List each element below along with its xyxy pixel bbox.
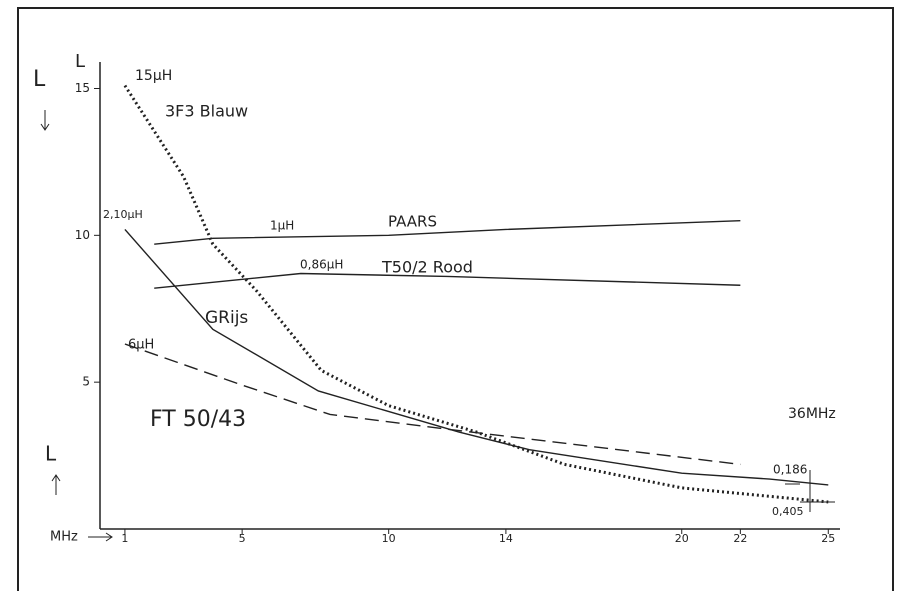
annotation: L [33,67,46,92]
series-label: 3F3 Blauw [165,102,248,121]
series-line [154,221,740,244]
y-tick-label: 15 [75,81,90,95]
annotation: 0,405 [772,505,804,518]
series-label: GRijs [205,308,248,328]
annotation: 36MHz [788,406,836,422]
annotation: 0,186 [773,463,807,477]
series-label: T50/2 Rood [381,258,473,277]
x-tick-label: 25 [821,532,835,545]
x-tick-label: 22 [733,532,747,545]
down-arrow [41,110,49,130]
y-axis-label: L [75,51,85,72]
series-label: PAARS [388,213,437,231]
annotation: 15µH [135,68,172,84]
y-tick-label: 10 [75,228,90,242]
frame [18,8,893,591]
x-axis-label: MHz [50,530,78,545]
annotation: L [45,442,57,466]
x-arrow [88,533,112,541]
x-tick-label: 10 [382,532,396,545]
x-tick-label: 1 [121,532,128,545]
annotation: 6µH [128,338,154,353]
series-line [125,229,828,484]
x-tick-label: 20 [675,532,689,545]
x-tick-label: 14 [499,532,513,545]
annotation: 1µH [270,219,294,233]
up-arrow [52,475,60,495]
series-line [125,86,828,502]
annotation: 2,10µH [103,208,143,221]
y-tick-label: 5 [82,375,90,389]
series-line [125,344,740,464]
series-label: FT 50/43 [150,407,246,432]
chart: L MHz 510151510142022253F3 BlauwPAARST50… [0,0,905,591]
annotation: 0,86µH [300,258,343,272]
x-tick-label: 5 [239,532,246,545]
